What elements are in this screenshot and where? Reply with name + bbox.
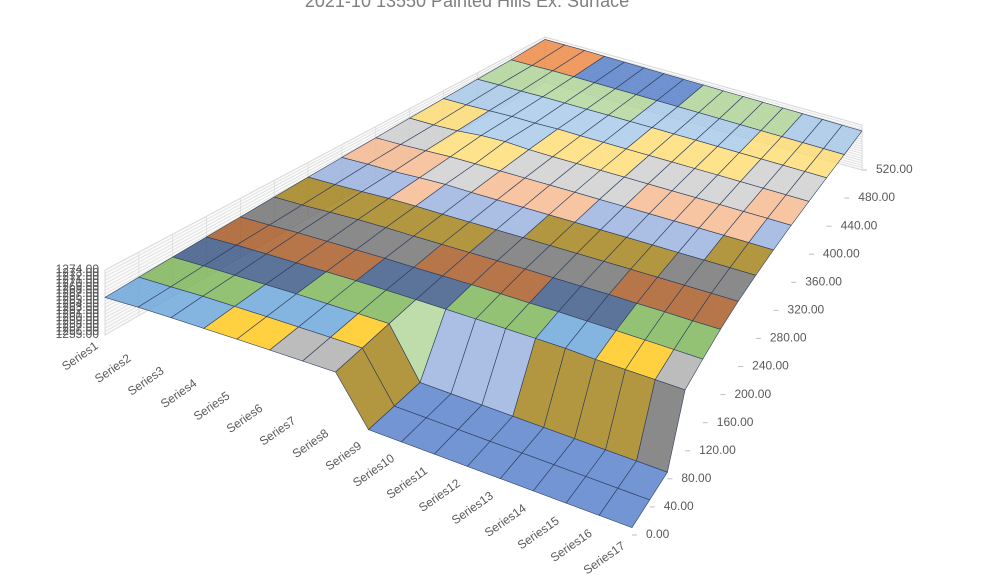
z-tick-label: 1269.00 (56, 279, 100, 293)
series-label: Series15 (515, 513, 562, 552)
series-label: Series7 (257, 413, 299, 448)
x-tick-label: 0.00 (646, 527, 670, 541)
x-tick-label: 280.00 (770, 331, 807, 345)
series-label: Series6 (224, 401, 266, 436)
z-tick-label: 1274.00 (56, 262, 100, 276)
z-tick-label: 1257.00 (56, 320, 100, 334)
x-tick-label: 480.00 (858, 190, 895, 204)
series-label: Series13 (449, 488, 496, 527)
z-tick-label: 1256.00 (56, 324, 100, 338)
x-tick-label: 440.00 (841, 218, 878, 232)
series-label: Series4 (158, 376, 200, 411)
z-tick-label: 1273.00 (56, 266, 100, 280)
z-tick-label: 1255.00 (56, 327, 100, 341)
series-label: Series3 (125, 363, 167, 398)
series-label: Series17 (581, 538, 628, 575)
x-tick-label: 40.00 (664, 499, 694, 513)
series-label: Series8 (290, 426, 332, 461)
series-label: Series11 (384, 463, 430, 501)
z-tick-label: 1259.00 (56, 313, 100, 327)
x-tick-label: 240.00 (752, 359, 789, 373)
z-tick-label: 1271.00 (56, 272, 100, 286)
x-tick-label: 400.00 (823, 246, 860, 260)
series-label: Series12 (416, 476, 463, 515)
series-label: Series14 (482, 501, 529, 540)
z-tick-label: 1266.00 (56, 290, 100, 304)
z-tick-label: 1264.00 (56, 296, 100, 310)
z-tick-label: 1262.00 (56, 303, 100, 317)
series-label: Series16 (548, 526, 595, 565)
z-tick-label: 1268.00 (56, 283, 100, 297)
x-tick-label: 200.00 (734, 387, 771, 401)
z-tick-label: 1260.00 (56, 310, 100, 324)
series-label: Series10 (350, 451, 397, 490)
z-tick-label: 1258.00 (56, 317, 100, 331)
z-tick-label: 1270.00 (56, 276, 100, 290)
z-tick-label: 1267.00 (56, 286, 100, 300)
chart-title: 2021-10 13550 Painted Hills Ex. Surface (305, 0, 629, 11)
series-label: Series5 (191, 388, 233, 423)
x-tick-label: 360.00 (805, 274, 842, 288)
series-label: Series9 (323, 438, 365, 473)
x-tick-label: 80.00 (681, 471, 711, 485)
x-tick-label: 320.00 (788, 303, 825, 317)
z-tick-label: 1272.00 (56, 269, 100, 283)
series-label: Series1 (59, 338, 101, 373)
surface-cell (598, 487, 651, 528)
z-tick-label: 1263.00 (56, 300, 100, 314)
z-tick-label: 1265.00 (56, 293, 100, 307)
x-tick-label: 520.00 (876, 162, 913, 176)
series-label: Series2 (92, 351, 134, 386)
z-tick-label: 1261.00 (56, 307, 100, 321)
x-tick-label: 160.00 (717, 415, 754, 429)
x-tick-label: 120.00 (699, 443, 736, 457)
